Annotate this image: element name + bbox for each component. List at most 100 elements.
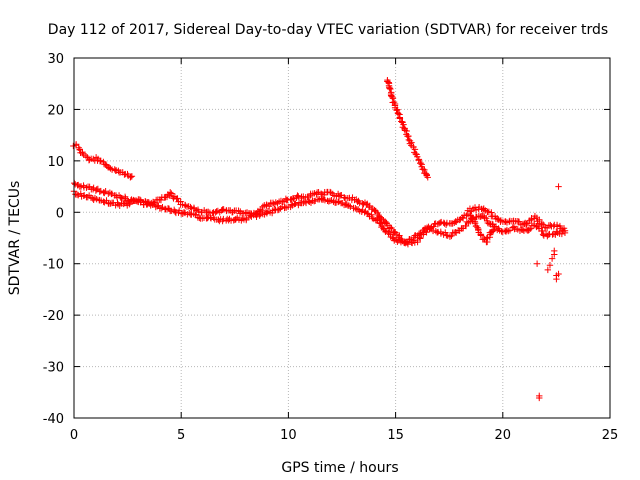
x-tick-label: 15 bbox=[387, 428, 404, 443]
data-point bbox=[226, 215, 233, 223]
data-point bbox=[292, 200, 299, 207]
data-point bbox=[523, 220, 530, 228]
data-point bbox=[389, 93, 396, 101]
data-point bbox=[274, 200, 281, 207]
data-point bbox=[539, 227, 546, 235]
data-point bbox=[187, 203, 194, 211]
data-points bbox=[70, 76, 569, 402]
gridlines bbox=[74, 58, 610, 418]
data-point bbox=[294, 192, 301, 199]
data-point bbox=[544, 266, 552, 274]
data-point bbox=[386, 225, 394, 232]
data-point bbox=[168, 207, 175, 215]
data-point bbox=[477, 232, 485, 239]
data-point bbox=[396, 114, 404, 121]
data-point bbox=[393, 107, 401, 114]
data-point bbox=[371, 206, 378, 214]
data-point bbox=[525, 226, 533, 233]
data-point bbox=[83, 184, 90, 191]
data-point bbox=[379, 223, 386, 231]
data-point bbox=[368, 211, 375, 218]
series-upper-track-early bbox=[70, 141, 136, 181]
data-point bbox=[265, 203, 273, 210]
data-point bbox=[229, 208, 237, 216]
series-main-track-b bbox=[70, 188, 569, 248]
data-point bbox=[97, 157, 104, 164]
y-axis-label: SDTVAR / TECUs bbox=[7, 181, 23, 296]
data-point bbox=[551, 247, 558, 255]
data-point bbox=[305, 193, 313, 201]
data-point bbox=[157, 196, 165, 204]
data-point bbox=[446, 233, 454, 240]
data-point bbox=[136, 196, 144, 203]
data-point bbox=[548, 255, 556, 262]
data-point bbox=[527, 225, 534, 232]
x-tick-label: 5 bbox=[177, 428, 185, 443]
data-point bbox=[484, 219, 492, 227]
data-point bbox=[289, 195, 297, 202]
data-point bbox=[386, 85, 393, 92]
data-point bbox=[243, 215, 250, 222]
x-tick-label: 0 bbox=[70, 428, 78, 443]
data-point bbox=[100, 198, 107, 205]
data-point bbox=[555, 270, 562, 278]
series-late-dip-track bbox=[467, 212, 498, 246]
data-point bbox=[490, 226, 497, 233]
data-point bbox=[317, 190, 325, 197]
data-point bbox=[417, 235, 424, 242]
data-point bbox=[73, 191, 81, 198]
data-point bbox=[405, 136, 413, 144]
y-tick-label: -20 bbox=[43, 309, 64, 324]
data-point bbox=[326, 197, 334, 205]
data-point bbox=[96, 188, 103, 195]
data-point bbox=[345, 202, 353, 209]
data-point bbox=[380, 225, 387, 232]
data-point bbox=[404, 132, 411, 140]
data-point bbox=[555, 183, 562, 190]
y-tick-label: 0 bbox=[56, 206, 64, 221]
data-point bbox=[533, 260, 541, 267]
data-point bbox=[155, 202, 162, 209]
data-point bbox=[258, 207, 266, 214]
data-point bbox=[561, 227, 569, 234]
series-steep-descending-track bbox=[384, 76, 431, 181]
data-point bbox=[355, 206, 362, 213]
data-point bbox=[213, 208, 220, 215]
y-tick-label: 20 bbox=[47, 103, 64, 118]
data-point bbox=[536, 394, 543, 402]
data-point bbox=[396, 232, 403, 239]
data-point bbox=[126, 200, 133, 208]
data-point bbox=[423, 229, 430, 236]
data-point bbox=[151, 199, 158, 206]
data-point bbox=[79, 149, 86, 157]
y-tick-label: 30 bbox=[47, 52, 64, 67]
data-point bbox=[171, 208, 179, 215]
data-point bbox=[506, 227, 514, 234]
data-point bbox=[417, 160, 424, 167]
data-point bbox=[415, 156, 423, 163]
series-outliers bbox=[533, 183, 562, 402]
data-point bbox=[448, 232, 455, 240]
plot-frame bbox=[73, 57, 611, 419]
data-point bbox=[424, 174, 431, 181]
data-point bbox=[385, 229, 392, 237]
x-tick-label: 10 bbox=[280, 428, 297, 443]
data-point bbox=[180, 209, 188, 216]
data-point bbox=[553, 228, 560, 235]
y-tick-label: -40 bbox=[43, 412, 64, 427]
x-tick-label: 20 bbox=[495, 428, 512, 443]
data-point bbox=[232, 215, 240, 223]
data-point bbox=[538, 219, 546, 227]
data-point bbox=[389, 234, 396, 241]
axis-ticks: 0 5 10 15 20 25 30 20 10 0 -10 -20 -30 -40 bbox=[43, 52, 619, 443]
data-point bbox=[107, 200, 114, 207]
data-point bbox=[492, 215, 500, 223]
data-point bbox=[174, 195, 181, 202]
data-point bbox=[482, 214, 490, 222]
data-point bbox=[387, 85, 394, 93]
data-point bbox=[111, 166, 118, 173]
y-tick-label: 10 bbox=[47, 155, 64, 170]
data-point bbox=[491, 223, 498, 230]
data-point bbox=[311, 197, 319, 204]
